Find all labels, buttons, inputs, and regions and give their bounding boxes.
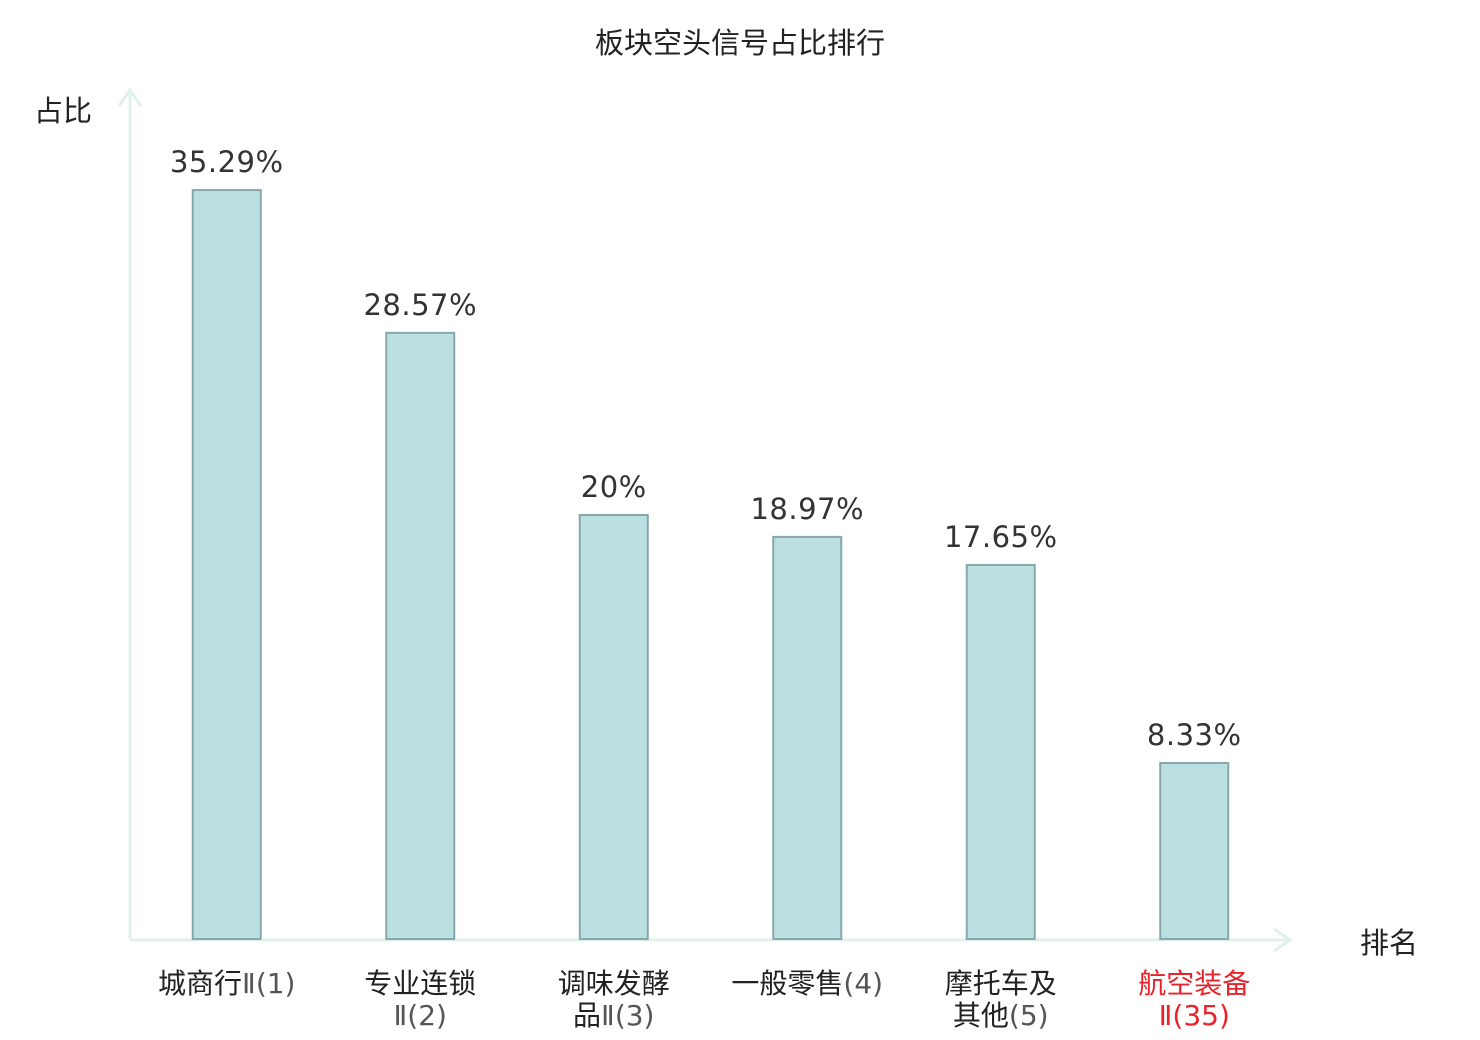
data-label: 28.57% bbox=[363, 288, 477, 322]
data-label: 20% bbox=[581, 470, 647, 504]
x-tick-label: 调味发酵 bbox=[558, 967, 670, 1000]
x-tick-label: 专业连锁 bbox=[364, 967, 476, 1000]
bars-group bbox=[191, 189, 1230, 940]
bar bbox=[191, 189, 262, 940]
x-axis-arrow-icon bbox=[1273, 927, 1293, 953]
data-label: 18.97% bbox=[750, 492, 864, 526]
y-axis-label: 占比 bbox=[34, 94, 92, 128]
data-label: 8.33% bbox=[1147, 718, 1242, 752]
data-label: 35.29% bbox=[170, 145, 284, 179]
x-tick-label: 摩托车及 bbox=[945, 967, 1057, 1000]
x-tick-label: 城商行Ⅱ(1) bbox=[158, 967, 295, 1000]
y-axis-arrow-icon bbox=[117, 87, 143, 107]
x-tick-label: 一般零售(4) bbox=[731, 967, 883, 1000]
chart-title: 板块空头信号占比排行 bbox=[595, 26, 885, 60]
x-tick-label: Ⅱ(35) bbox=[1159, 999, 1230, 1032]
x-tick-label: 航空装备 bbox=[1138, 967, 1250, 1000]
x-tick-label: 品Ⅱ(3) bbox=[573, 999, 654, 1032]
x-axis-label: 排名 bbox=[1360, 926, 1418, 960]
data-label: 17.65% bbox=[944, 520, 1058, 554]
axes bbox=[117, 87, 1293, 953]
bar bbox=[1159, 761, 1230, 940]
x-tick-label: 其他(5) bbox=[953, 999, 1049, 1032]
bar bbox=[772, 535, 843, 940]
bar bbox=[965, 563, 1036, 940]
bar bbox=[578, 514, 649, 940]
value-labels-group: 35.29% 28.57% 20% 18.97% 17.65% 8.33% bbox=[170, 145, 1242, 752]
bar bbox=[385, 331, 456, 940]
x-tick-label: Ⅱ(2) bbox=[394, 999, 447, 1032]
